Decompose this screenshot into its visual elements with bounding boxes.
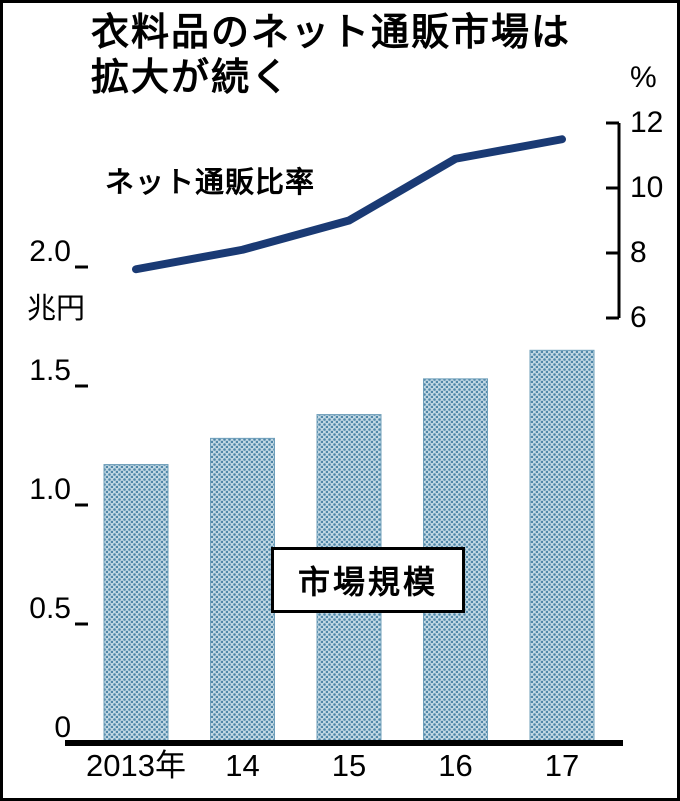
right-axis-tick-label: 6 (630, 301, 647, 334)
right-axis-tick-label: 12 (630, 106, 664, 139)
right-axis-unit: % (630, 61, 657, 94)
left-axis-tick-label: 0 (54, 711, 71, 744)
x-axis-labels: 2013年 14 15 16 17 (3, 747, 677, 791)
left-axis-unit: 兆円 (27, 293, 86, 325)
bar-series-label: 市場規模 (271, 547, 466, 613)
left-axis-tick-labels: 2.0 1.5 1.0 0.5 0 (3, 3, 71, 798)
x-axis-label: 14 (225, 748, 260, 783)
x-axis-label: 2013年 (86, 748, 186, 783)
chart-title: 衣料品のネット通販市場は 拡大が続く (91, 11, 571, 101)
chart-title-line2: 拡大が続く (91, 56, 292, 99)
bar-17 (529, 349, 595, 744)
right-axis-tick-label: 10 (630, 171, 664, 204)
line-series (132, 135, 566, 274)
x-axis-label: 15 (331, 748, 367, 783)
right-axis-tick-labels: 12 10 8 6 (630, 3, 677, 798)
left-axis-tick-label: 1.5 (29, 354, 71, 387)
left-axis-tick-label: 1.0 (29, 473, 71, 506)
line-series-label: ネット通販比率 (105, 167, 316, 199)
plot-area (65, 121, 623, 746)
x-axis-label: 17 (544, 748, 580, 783)
left-axis-tick-label: 2.0 (29, 235, 71, 268)
chart-title-line1: 衣料品のネット通販市場は (91, 12, 572, 54)
right-axis-tick-label: 8 (630, 236, 647, 269)
x-axis-label: 16 (438, 748, 473, 783)
bar-14 (210, 437, 275, 744)
left-axis-tick-label: 0.5 (29, 592, 71, 625)
bar-2013年 (103, 464, 169, 744)
